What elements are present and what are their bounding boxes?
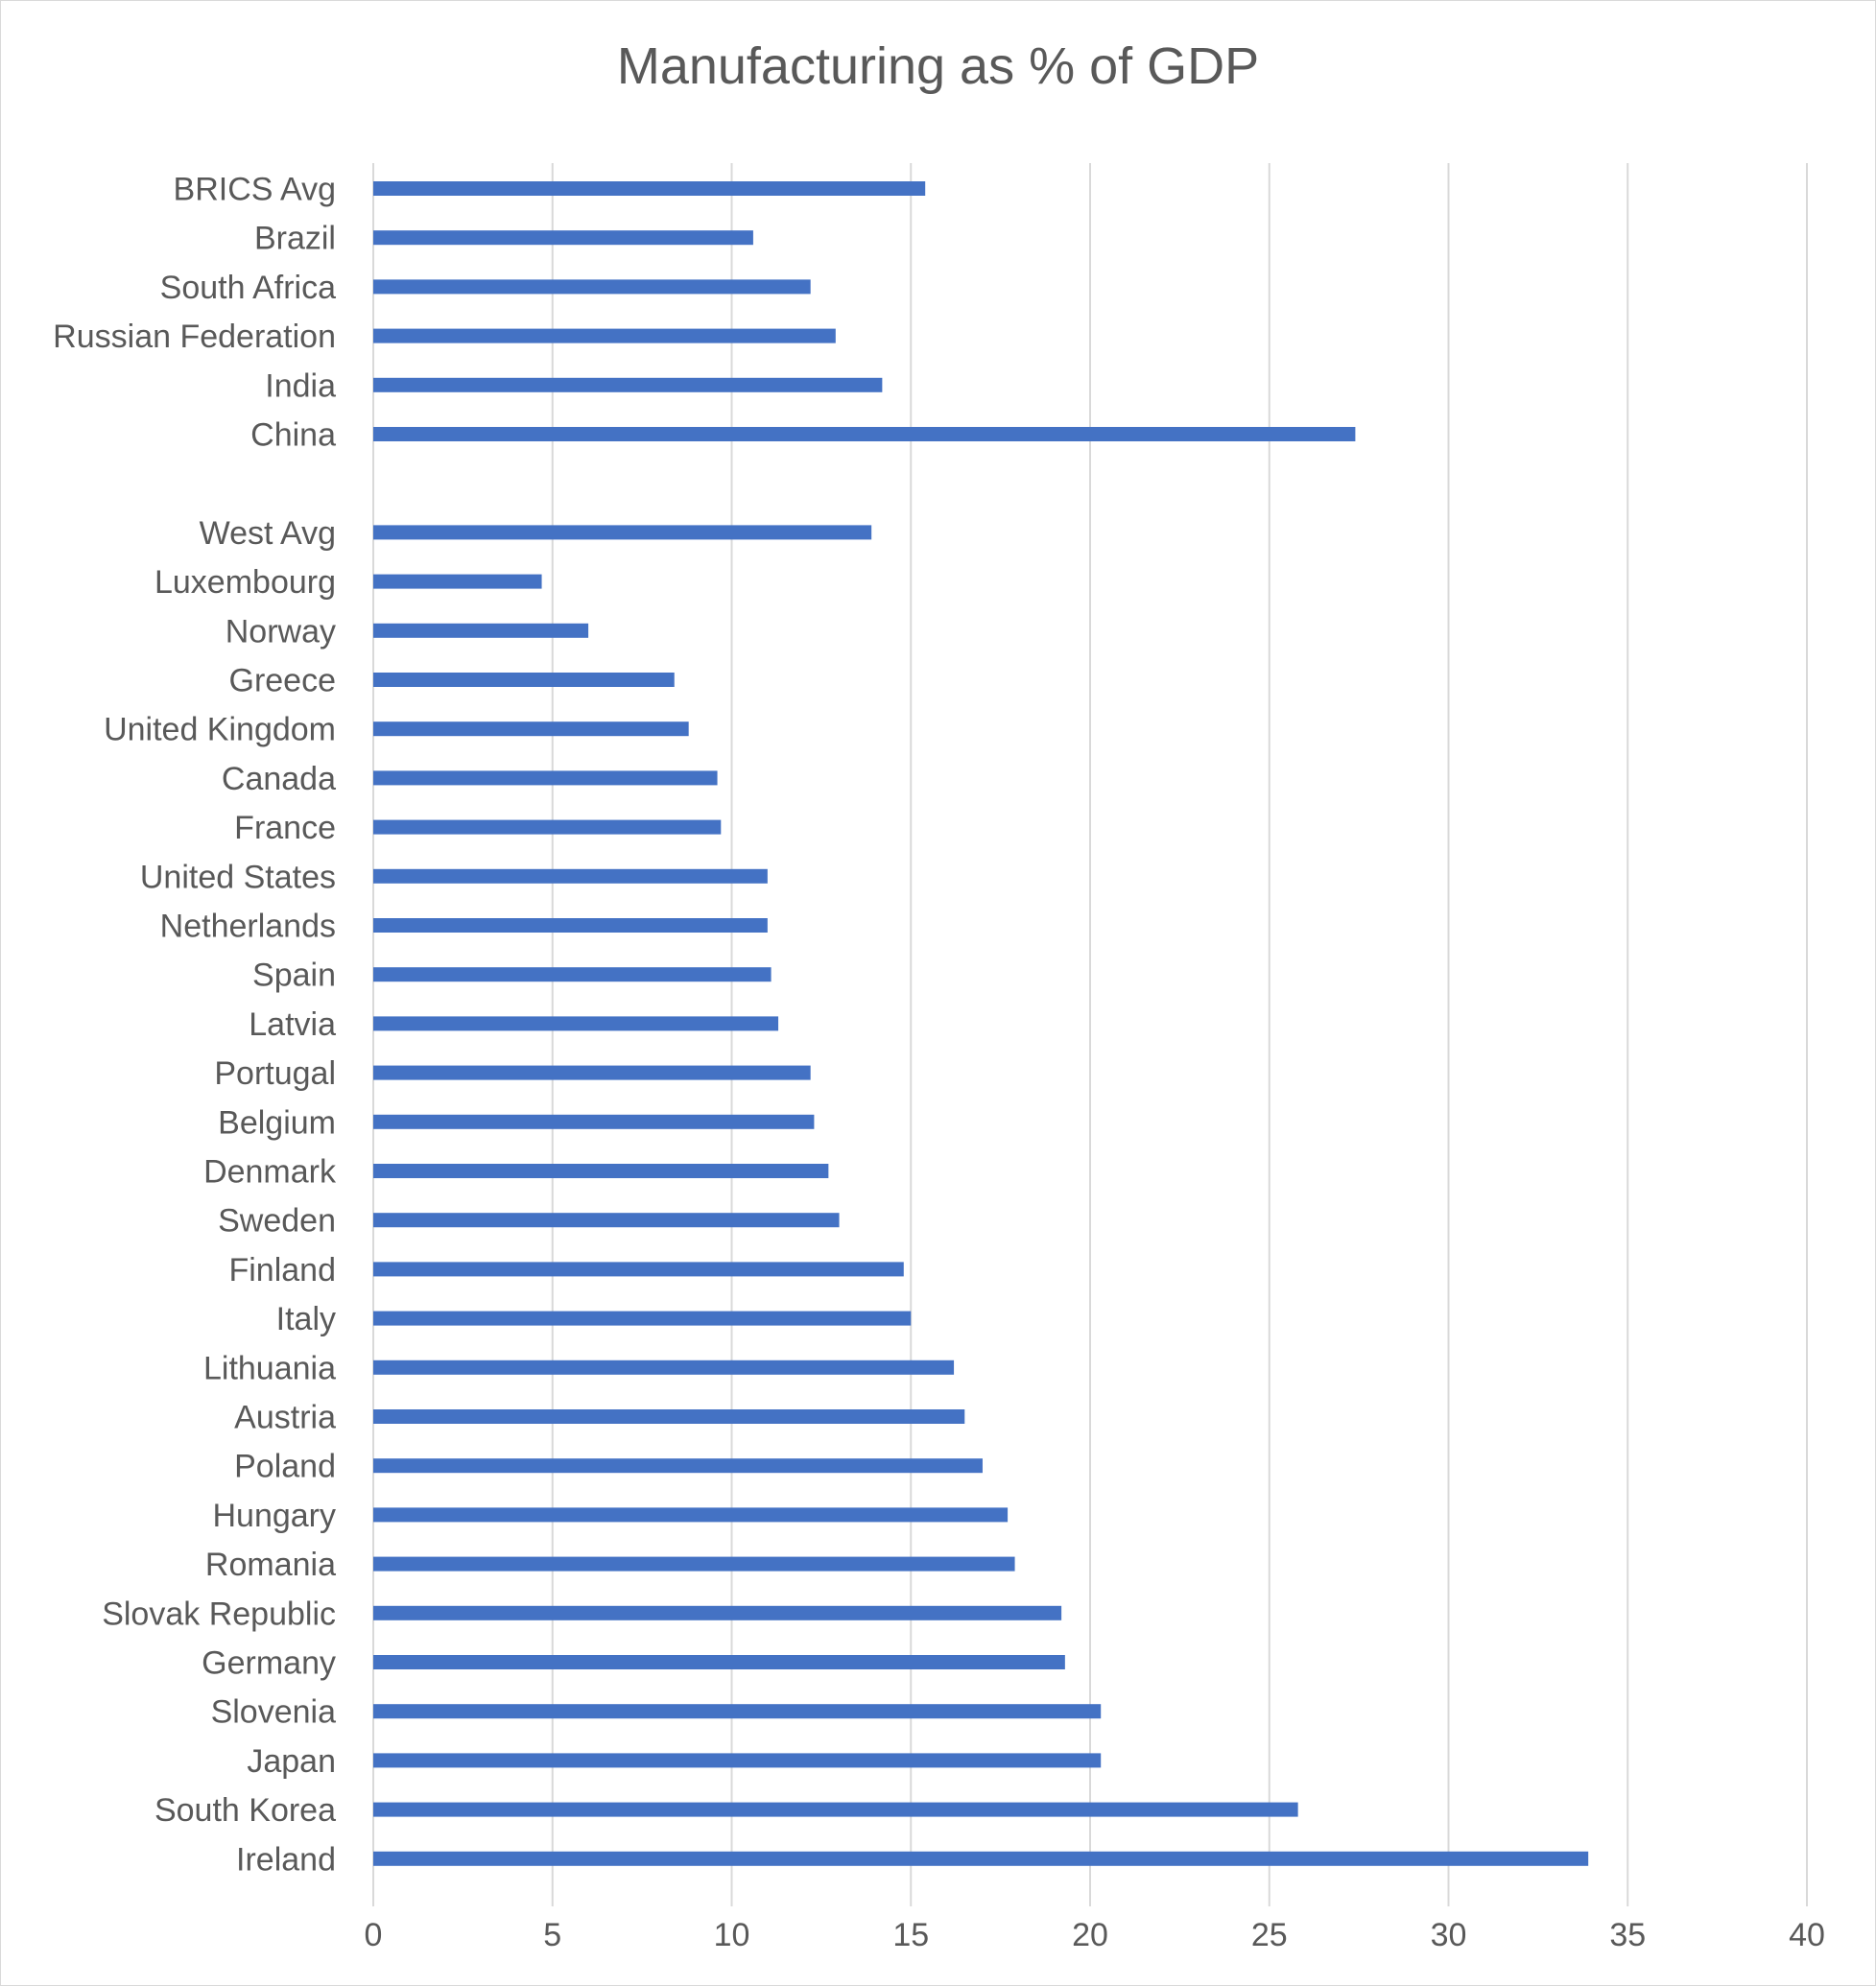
bar xyxy=(373,1605,1062,1620)
x-tick-label: 40 xyxy=(1789,1917,1825,1953)
category-label: Hungary xyxy=(212,1498,336,1534)
category-label: Denmark xyxy=(203,1154,337,1191)
x-tick-label: 35 xyxy=(1609,1917,1646,1953)
category-label: United States xyxy=(140,859,336,895)
category-label: India xyxy=(265,367,336,404)
bar xyxy=(373,623,589,638)
x-tick-label: 25 xyxy=(1251,1917,1288,1953)
category-label: Germany xyxy=(202,1645,336,1682)
category-label: Japan xyxy=(247,1743,336,1780)
category-label: Brazil xyxy=(254,221,336,257)
bar xyxy=(373,525,872,540)
x-tick-label: 20 xyxy=(1072,1917,1108,1953)
category-label: United Kingdom xyxy=(104,712,336,748)
bar xyxy=(373,967,772,982)
bar xyxy=(373,1802,1298,1817)
bar xyxy=(373,377,883,392)
category-label: Spain xyxy=(252,958,336,994)
category-label: West Avg xyxy=(200,515,336,552)
bar xyxy=(373,1262,904,1277)
category-label: South Africa xyxy=(160,270,336,306)
bar xyxy=(373,1507,1009,1523)
category-labels: BRICS Avg Brazil South Africa Russian Feder… xyxy=(53,172,337,1879)
bar xyxy=(373,1311,912,1326)
category-label: Luxembourg xyxy=(154,564,336,601)
bar xyxy=(373,230,753,246)
bar xyxy=(373,181,926,196)
category-label: China xyxy=(250,417,336,454)
category-label: Austria xyxy=(234,1400,336,1436)
category-label: Netherlands xyxy=(160,909,336,945)
category-label: South Korea xyxy=(154,1792,336,1829)
bar xyxy=(373,868,768,884)
bar xyxy=(373,1851,1589,1866)
bar xyxy=(373,1065,811,1080)
bar xyxy=(373,673,675,687)
bar xyxy=(373,1556,1015,1572)
x-tick-label: 0 xyxy=(365,1917,383,1953)
bar xyxy=(373,1114,815,1129)
x-axis-tick-labels: 0 5 10 15 20 25 30 35 40 xyxy=(365,1917,1825,1953)
bar xyxy=(373,918,768,933)
bar xyxy=(373,1655,1065,1669)
category-label: Greece xyxy=(229,663,337,699)
bar xyxy=(373,770,718,786)
category-label: Slovak Republic xyxy=(102,1596,336,1632)
chart-title: Manufacturing as % of GDP xyxy=(616,37,1260,95)
bar xyxy=(373,1458,983,1474)
x-tick-label: 10 xyxy=(714,1917,750,1953)
bar xyxy=(373,328,836,343)
bar xyxy=(373,1213,840,1228)
bar xyxy=(373,1164,829,1178)
bars xyxy=(373,181,1589,1866)
category-label: Italy xyxy=(276,1301,336,1337)
x-tick-label: 5 xyxy=(543,1917,561,1953)
bar xyxy=(373,819,722,835)
category-label: Latvia xyxy=(249,1006,336,1043)
bar xyxy=(373,1016,779,1031)
category-label: France xyxy=(234,810,336,846)
gridlines xyxy=(372,163,1808,1906)
category-label: Canada xyxy=(222,761,336,797)
category-label: Norway xyxy=(226,613,336,650)
bar xyxy=(373,1704,1102,1719)
x-tick-label: 15 xyxy=(892,1917,929,1953)
category-label: Portugal xyxy=(214,1055,336,1092)
category-label: Poland xyxy=(234,1449,336,1485)
category-label: Lithuania xyxy=(203,1350,336,1386)
category-label: Ireland xyxy=(236,1841,336,1878)
bar xyxy=(373,1753,1102,1768)
bar xyxy=(373,1359,955,1375)
category-label: BRICS Avg xyxy=(174,172,336,208)
bar xyxy=(373,427,1356,441)
bar xyxy=(373,1409,965,1424)
category-label: Finland xyxy=(228,1252,336,1289)
category-label: Romania xyxy=(205,1547,336,1583)
bar xyxy=(373,574,542,589)
bar xyxy=(373,279,811,295)
category-label: Russian Federation xyxy=(53,319,336,355)
category-label: Belgium xyxy=(218,1104,336,1141)
bar xyxy=(373,721,689,737)
category-label: Slovenia xyxy=(211,1694,337,1731)
x-tick-label: 30 xyxy=(1431,1917,1467,1953)
category-label: Sweden xyxy=(218,1203,336,1240)
